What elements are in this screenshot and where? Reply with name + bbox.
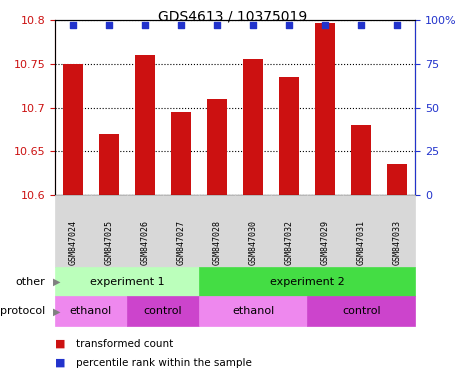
Text: percentile rank within the sample: percentile rank within the sample	[76, 358, 252, 368]
Text: GSM847033: GSM847033	[393, 220, 402, 265]
Text: GSM847025: GSM847025	[105, 220, 113, 265]
Text: GSM847026: GSM847026	[140, 220, 149, 265]
Bar	[315, 23, 335, 195]
Bar	[171, 112, 191, 195]
Text: control: control	[144, 306, 182, 316]
Bar	[279, 77, 299, 195]
Text: GSM847024: GSM847024	[68, 220, 77, 265]
Text: ethanol: ethanol	[70, 306, 112, 316]
Bar	[387, 164, 407, 195]
Text: GSM847032: GSM847032	[285, 220, 293, 265]
Point	[213, 22, 221, 28]
Point	[177, 22, 185, 28]
Text: GSM847030: GSM847030	[249, 220, 258, 265]
Text: control: control	[342, 306, 380, 316]
Bar	[243, 60, 263, 195]
Point	[105, 22, 113, 28]
Text: GSM847029: GSM847029	[321, 220, 330, 265]
Text: GSM847027: GSM847027	[177, 220, 186, 265]
Point	[69, 22, 77, 28]
Text: GDS4613 / 10375019: GDS4613 / 10375019	[158, 10, 307, 23]
Text: experiment 2: experiment 2	[270, 276, 345, 287]
Bar	[135, 55, 155, 195]
Point	[249, 22, 257, 28]
Text: ▶: ▶	[53, 306, 60, 316]
Text: other: other	[16, 276, 46, 287]
Point	[141, 22, 149, 28]
Text: ethanol: ethanol	[232, 306, 274, 316]
Text: GSM847031: GSM847031	[357, 220, 365, 265]
Text: experiment 1: experiment 1	[90, 276, 164, 287]
Point	[321, 22, 329, 28]
Text: ▶: ▶	[53, 276, 60, 287]
Point	[358, 22, 365, 28]
Text: GSM847028: GSM847028	[213, 220, 221, 265]
Bar	[99, 134, 119, 195]
Bar	[63, 64, 83, 195]
Bar	[351, 125, 371, 195]
Text: protocol: protocol	[0, 306, 46, 316]
Point	[286, 22, 293, 28]
Text: ■: ■	[55, 358, 66, 368]
Text: ■: ■	[55, 339, 66, 349]
Bar	[207, 99, 227, 195]
Point	[393, 22, 401, 28]
Text: transformed count: transformed count	[76, 339, 173, 349]
